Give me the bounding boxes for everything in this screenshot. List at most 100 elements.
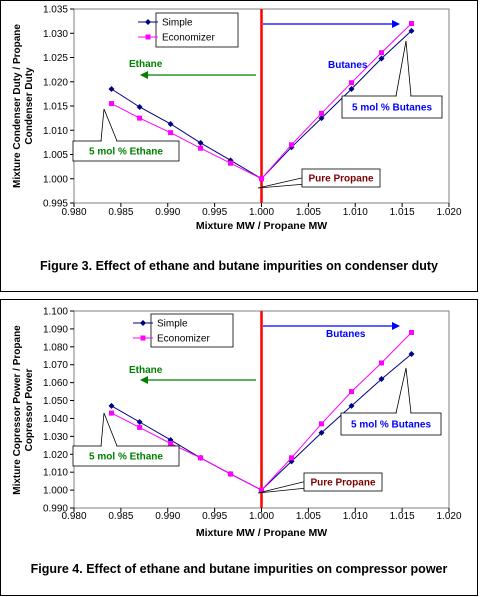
y-tick-label: 1.020	[43, 77, 68, 88]
x-tick-label: 0.990	[155, 511, 180, 522]
callout-ethane-box	[72, 445, 180, 467]
legend-marker-simple	[145, 19, 151, 25]
data-point-economizer	[137, 424, 143, 430]
x-axis-label: Mixture MW / Propane MW	[196, 220, 327, 232]
data-point-simple	[378, 55, 385, 62]
callout-butanes-text: 5 mol % Butanes	[351, 420, 431, 431]
data-point-simple	[108, 86, 115, 93]
figure-3-caption: Figure 3. Effect of ethane and butane im…	[40, 259, 438, 273]
x-tick-label: 1.010	[343, 207, 368, 218]
data-point-economizer	[259, 176, 264, 182]
callout-propane-box	[303, 472, 383, 492]
x-tick-label: 0.990	[155, 207, 180, 218]
y-tick-label: 1.000	[43, 174, 68, 185]
data-point-simple	[348, 402, 355, 409]
legend: Simple Economizer	[133, 313, 234, 348]
callout-butanes-box	[341, 95, 443, 119]
butanes-arrow-label: Butanes	[328, 60, 368, 71]
callout-propane-box	[301, 168, 381, 188]
y-tick-label: 1.060	[43, 378, 68, 389]
y-tick-label: 1.080	[43, 342, 68, 353]
callout-ethane-box	[72, 140, 180, 162]
y-tick-label: 1.035	[43, 5, 68, 16]
y-tick-label: 1.015	[43, 102, 68, 113]
y-axis-label-line1: Mixture Copressor Power / Propane	[12, 325, 23, 495]
y-tick-label: 1.010	[43, 126, 68, 137]
x-tick-label: 0.985	[108, 511, 133, 522]
callout-ethane: 5 mol % Ethane	[72, 412, 180, 467]
data-point-simple	[318, 115, 325, 122]
legend-marker-economizer	[145, 34, 151, 40]
y-tick-label: 1.000	[43, 486, 68, 497]
y-axis-label-line2: Copressor Power	[24, 368, 35, 451]
callout-butanes: 5 mol % Butanes	[340, 367, 442, 436]
callout-ethane-pointer	[100, 412, 118, 447]
y-axis-label-group: Mixture Condenser Duty / Propane Condense…	[12, 24, 35, 188]
data-point-economizer	[379, 50, 384, 56]
data-point-economizer	[379, 360, 384, 366]
x-tick-label: 1.000	[249, 511, 274, 522]
legend-label-economizer: Economizer	[157, 334, 210, 345]
data-point-economizer	[109, 101, 114, 107]
y-tick-label: 1.030	[43, 29, 68, 40]
callout-propane-text: Pure Propane	[310, 478, 375, 489]
data-point-simple	[108, 402, 115, 409]
x-tick-label: 0.985	[108, 207, 133, 218]
data-point-simple	[136, 419, 143, 426]
callout-propane-pointer	[257, 176, 307, 189]
y-tick-label: 1.010	[43, 468, 68, 479]
data-point-simple	[167, 120, 174, 127]
ethane-arrow-label: Ethane	[129, 59, 163, 70]
figure-4-panel: 1.100 1.090 1.080 1.070 1.060 1.050 1.040 1.030…	[0, 299, 478, 596]
condenser-duty-chart: 1.035 1.030 1.025 1.020 1.015 1.010 1.005 1.000…	[12, 5, 462, 233]
x-tick-label: 0.995	[202, 511, 227, 522]
callout-butanes-box	[340, 412, 442, 436]
legend-box	[150, 313, 234, 348]
data-point-economizer	[289, 142, 294, 148]
data-point-simple	[408, 27, 415, 34]
y-tick-label: 0.995	[43, 199, 68, 210]
callout-butanes-text: 5 mol % Butanes	[352, 103, 432, 114]
y-axis-label-line2: Condenser Duty	[24, 67, 35, 145]
callout-propane-text: Pure Propane	[308, 174, 373, 185]
x-tick-label: 0.980	[61, 207, 86, 218]
data-point-economizer	[168, 130, 174, 136]
x-axis-label: Mixture MW / Propane MW	[196, 527, 327, 539]
y-tick-label: 1.070	[43, 360, 68, 371]
legend-label-simple: Simple	[157, 319, 188, 330]
callout-ethane: 5 mol % Ethane	[72, 108, 180, 162]
callout-butanes-pointer	[395, 40, 412, 97]
y-tick-label: 0.990	[43, 504, 68, 515]
callout-ethane-text: 5 mol % Ethane	[89, 147, 163, 158]
data-point-economizer	[168, 441, 174, 447]
callout-propane-pointer	[257, 480, 308, 494]
legend-marker-economizer	[140, 335, 146, 341]
ethane-arrow-label: Ethane	[129, 365, 163, 376]
data-point-simple	[348, 86, 355, 93]
legend-label-economizer: Economizer	[162, 33, 215, 44]
x-tick-label: 1.015	[390, 207, 415, 218]
y-tick-label: 1.100	[43, 307, 68, 318]
legend-marker-simple	[140, 320, 146, 326]
legend-box	[155, 12, 239, 48]
callout-propane: Pure Propane	[257, 472, 383, 494]
data-point-economizer	[349, 80, 354, 86]
data-point-economizer	[319, 110, 324, 116]
callout-ethane-pointer	[100, 108, 118, 142]
x-tick-label: 1.020	[436, 511, 461, 522]
callout-ethane-text: 5 mol % Ethane	[89, 452, 163, 463]
figure-3-panel: 1.035 1.030 1.025 1.020 1.015 1.010 1.005 1.000…	[0, 0, 478, 292]
data-point-economizer	[109, 410, 114, 416]
data-point-simple	[197, 139, 204, 146]
data-point-economizer	[409, 21, 414, 27]
y-tick-label: 1.020	[43, 450, 68, 461]
data-point-economizer	[198, 455, 204, 461]
legend: Simple Economizer	[138, 12, 239, 48]
callout-propane: Pure Propane	[257, 168, 381, 189]
data-point-simple	[378, 376, 385, 383]
data-point-economizer	[228, 471, 234, 477]
data-point-economizer	[228, 160, 234, 166]
x-tick-label: 1.000	[249, 207, 274, 218]
legend-label-simple: Simple	[162, 18, 193, 29]
data-point-economizer	[198, 145, 204, 151]
